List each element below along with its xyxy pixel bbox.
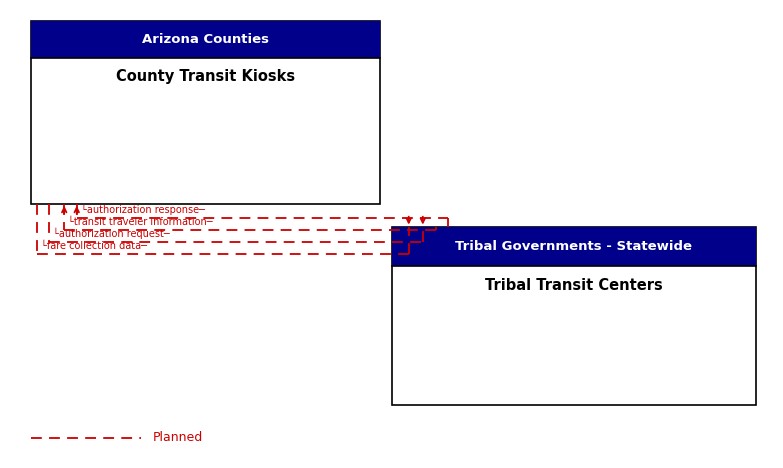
Bar	[392, 227, 756, 405]
Text: └fare collection data─: └fare collection data─	[41, 241, 146, 251]
Text: └authorization request─: └authorization request─	[53, 228, 170, 239]
Bar	[31, 21, 380, 58]
Text: └transit traveler information─: └transit traveler information─	[68, 218, 213, 227]
Text: Tribal Transit Centers: Tribal Transit Centers	[485, 278, 662, 293]
Text: Arizona Counties: Arizona Counties	[142, 33, 269, 46]
Bar	[392, 227, 756, 266]
Text: County Transit Kiosks: County Transit Kiosks	[116, 69, 295, 84]
Text: └authorization response─: └authorization response─	[81, 204, 204, 215]
Bar	[31, 21, 380, 204]
Text: Tribal Governments - Statewide: Tribal Governments - Statewide	[455, 240, 692, 253]
Text: Planned: Planned	[153, 431, 203, 444]
